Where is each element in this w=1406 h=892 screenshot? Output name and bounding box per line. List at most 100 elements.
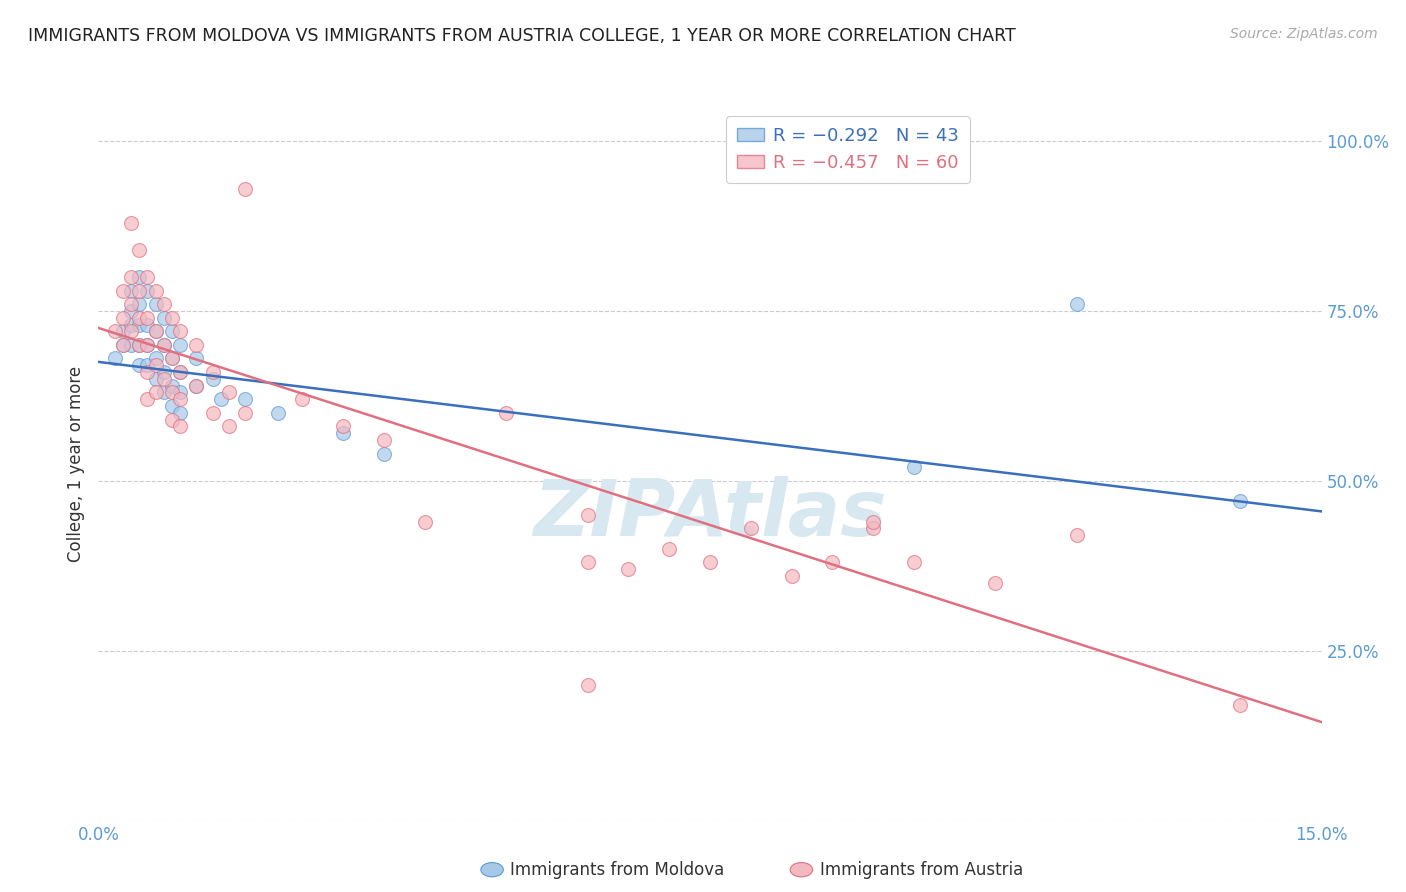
- Point: [104, 324, 127, 338]
- Point: [128, 318, 150, 332]
- Point: [136, 392, 159, 407]
- Point: [1066, 297, 1088, 311]
- Point: [169, 406, 191, 420]
- Point: [160, 351, 183, 366]
- Point: [169, 338, 191, 352]
- Point: [169, 385, 191, 400]
- Point: [576, 508, 599, 522]
- Point: [128, 269, 150, 284]
- Point: [186, 378, 208, 392]
- Point: [233, 392, 256, 407]
- Point: [780, 569, 803, 583]
- Point: [136, 310, 159, 325]
- Point: [209, 392, 232, 407]
- Point: [186, 338, 208, 352]
- Point: [218, 385, 240, 400]
- Point: [104, 351, 127, 366]
- Text: IMMIGRANTS FROM MOLDOVA VS IMMIGRANTS FROM AUSTRIA COLLEGE, 1 YEAR OR MORE CORRE: IMMIGRANTS FROM MOLDOVA VS IMMIGRANTS FR…: [28, 27, 1017, 45]
- Point: [186, 378, 208, 392]
- Point: [862, 515, 884, 529]
- Point: [332, 419, 354, 434]
- Point: [617, 562, 640, 576]
- Point: [903, 555, 925, 569]
- Point: [128, 297, 150, 311]
- Point: [128, 359, 150, 373]
- Point: [136, 365, 159, 379]
- Point: [373, 433, 395, 447]
- Point: [120, 304, 142, 318]
- Point: [160, 378, 183, 392]
- Point: [658, 541, 681, 556]
- Point: [120, 269, 142, 284]
- Legend: R = −0.292   N = 43, R = −0.457   N = 60: R = −0.292 N = 43, R = −0.457 N = 60: [727, 116, 970, 183]
- Point: [145, 324, 167, 338]
- Point: [291, 392, 314, 407]
- Point: [169, 392, 191, 407]
- Point: [136, 338, 159, 352]
- Point: [136, 338, 159, 352]
- Point: [111, 284, 134, 298]
- Point: [169, 419, 191, 434]
- Point: [160, 324, 183, 338]
- Point: [136, 269, 159, 284]
- Point: [201, 372, 224, 386]
- Point: [128, 338, 150, 352]
- Point: [145, 372, 167, 386]
- Point: [120, 216, 142, 230]
- Point: [218, 419, 240, 434]
- Point: [145, 324, 167, 338]
- Point: [186, 351, 208, 366]
- Point: [495, 406, 517, 420]
- Point: [233, 406, 256, 420]
- Point: [111, 310, 134, 325]
- Point: [169, 324, 191, 338]
- Point: [576, 555, 599, 569]
- Point: [152, 338, 174, 352]
- Point: [136, 284, 159, 298]
- Point: [120, 284, 142, 298]
- Point: [160, 351, 183, 366]
- Point: [160, 310, 183, 325]
- Point: [145, 284, 167, 298]
- Point: [1229, 698, 1251, 712]
- Point: [136, 318, 159, 332]
- Point: [740, 521, 762, 535]
- Point: [984, 575, 1007, 590]
- Point: [699, 555, 721, 569]
- Point: [128, 243, 150, 257]
- Point: [152, 297, 174, 311]
- Point: [111, 324, 134, 338]
- Point: [160, 412, 183, 426]
- Point: [128, 310, 150, 325]
- Point: [903, 460, 925, 475]
- Point: [128, 338, 150, 352]
- Y-axis label: College, 1 year or more: College, 1 year or more: [67, 366, 86, 562]
- Point: [1229, 494, 1251, 508]
- Point: [111, 338, 134, 352]
- Point: [169, 365, 191, 379]
- Point: [128, 284, 150, 298]
- Point: [169, 365, 191, 379]
- Point: [111, 338, 134, 352]
- Point: [267, 406, 290, 420]
- Text: Immigrants from Moldova: Immigrants from Moldova: [510, 861, 724, 879]
- Point: [120, 297, 142, 311]
- Point: [862, 521, 884, 535]
- Point: [160, 385, 183, 400]
- Point: [145, 359, 167, 373]
- Point: [120, 318, 142, 332]
- Point: [201, 406, 224, 420]
- Point: [120, 324, 142, 338]
- Text: ZIPAtlas: ZIPAtlas: [533, 475, 887, 552]
- Point: [152, 372, 174, 386]
- Point: [136, 359, 159, 373]
- Point: [373, 447, 395, 461]
- Point: [1066, 528, 1088, 542]
- Point: [160, 399, 183, 413]
- Point: [120, 338, 142, 352]
- Point: [152, 365, 174, 379]
- Point: [576, 678, 599, 692]
- Point: [152, 385, 174, 400]
- Point: [152, 338, 174, 352]
- Point: [145, 351, 167, 366]
